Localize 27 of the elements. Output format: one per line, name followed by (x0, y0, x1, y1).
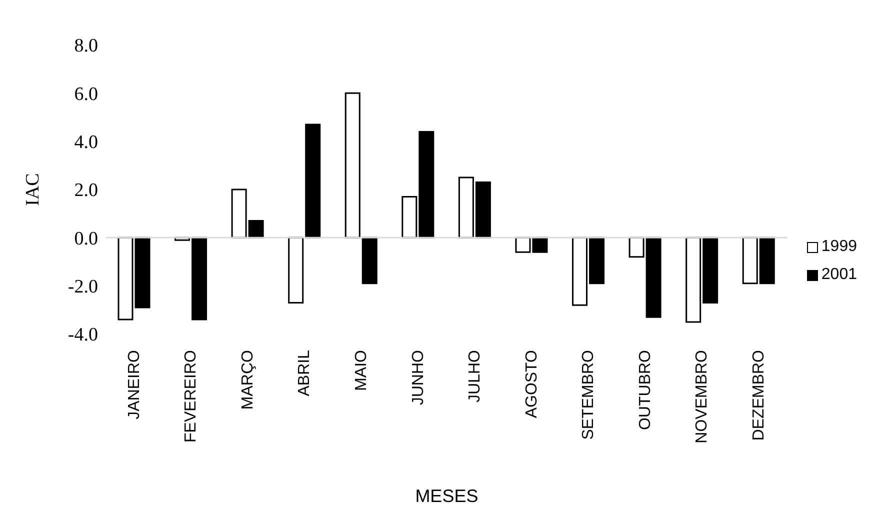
x-tick-label: NOVEMBRO (694, 350, 711, 444)
y-axis-title: IAC (22, 173, 44, 206)
x-tick-label: OUTUBRO (636, 350, 654, 430)
bar (305, 124, 321, 238)
bar (288, 236, 304, 304)
x-tick-label: JUNHO (410, 350, 427, 406)
legend-label: 1999 (821, 238, 857, 256)
x-tick-label: MAIO (353, 350, 370, 391)
x-tick-label: DEZEMBRO (750, 350, 768, 441)
y-tick-label: 4.0 (74, 132, 98, 154)
x-tick-label: AGOSTO (523, 350, 540, 418)
x-tick-label: JANEIRO (126, 350, 143, 420)
x-tick-label: FEVEREIRO (182, 350, 200, 442)
y-tick-label: -2.0 (68, 276, 98, 298)
x-axis-title: MESES (415, 486, 478, 506)
x-tick-label: JULHO (466, 350, 484, 402)
x-tick-label: ABRIL (296, 350, 314, 396)
y-tick-label: 0.0 (74, 228, 98, 250)
y-tick-label: 2.0 (74, 180, 98, 202)
bar (344, 92, 360, 238)
y-tick-label: 8.0 (74, 36, 98, 57)
legend-label: 2001 (821, 266, 857, 284)
x-tick-label: MARÇO (239, 350, 256, 410)
x-tick-label: SETEMBRO (580, 350, 598, 440)
bar (362, 236, 378, 284)
y-tick-label: -4.0 (68, 324, 98, 346)
y-tick-label: 6.0 (74, 84, 98, 105)
